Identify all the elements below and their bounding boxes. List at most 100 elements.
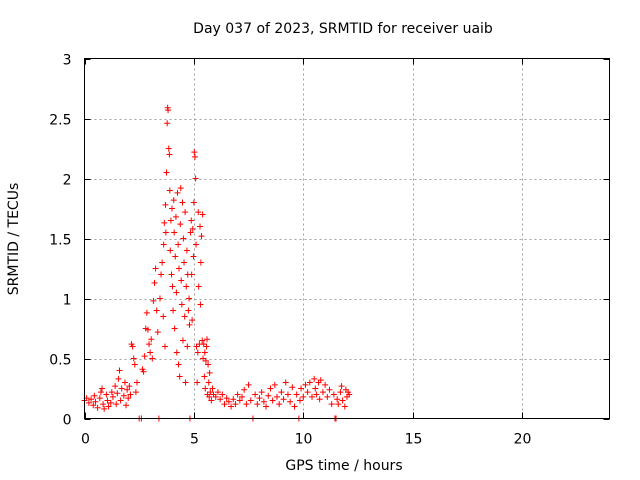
data-point: [181, 259, 188, 266]
data-point: [132, 389, 139, 396]
data-point: [153, 307, 160, 314]
data-point: [108, 389, 115, 396]
data-point: [125, 395, 132, 402]
data-point: [176, 373, 183, 380]
data-point: [149, 355, 156, 362]
data-point: [179, 337, 186, 344]
y-tick-label: 1: [63, 293, 72, 309]
data-point: [169, 205, 175, 212]
data-point: [158, 271, 165, 278]
data-point: [225, 398, 232, 405]
data-point: [232, 401, 239, 408]
data-point: [195, 209, 202, 216]
data-point: [141, 353, 148, 360]
x-tick-label: 0: [81, 432, 90, 448]
data-point: [92, 398, 99, 405]
data-point: [147, 349, 154, 356]
data-point: [258, 389, 265, 396]
data-point: [346, 391, 353, 398]
data-point: [166, 187, 173, 194]
data-point: [212, 393, 219, 400]
y-tick-labels: 0 0.5 1 1.5 2 2.5 3: [49, 53, 71, 429]
data-point: [160, 313, 167, 320]
data-point: [306, 379, 313, 386]
data-point: [94, 404, 101, 411]
data-point: [221, 401, 228, 408]
data-point: [97, 389, 104, 396]
data-point: [302, 381, 309, 388]
data-point: [335, 401, 342, 408]
data-point: [189, 225, 196, 232]
data-point: [289, 384, 296, 391]
data-point: [167, 217, 174, 224]
data-point: [171, 229, 178, 236]
data-point: [322, 381, 329, 388]
x-tick-label: 10: [295, 432, 313, 448]
data-point: [296, 397, 303, 404]
data-point: [197, 223, 203, 230]
data-point: [156, 295, 163, 302]
data-point: [123, 402, 130, 409]
data-point: [177, 221, 184, 228]
data-point: [169, 283, 176, 290]
data-point: [316, 396, 323, 403]
data-point: [284, 391, 291, 398]
data-point: [114, 390, 121, 397]
data-point: [170, 307, 177, 314]
data-point: [96, 395, 103, 402]
y-tick-label: 2.5: [49, 113, 71, 129]
data-point: [112, 383, 119, 390]
x-tick-label: 15: [405, 432, 423, 448]
data-point: [170, 197, 177, 204]
data-point: [243, 401, 250, 408]
data-point: [166, 151, 173, 158]
data-point: [179, 199, 186, 206]
data-point: [185, 307, 192, 314]
data-point: [173, 349, 180, 356]
x-tick-label: 5: [190, 432, 199, 448]
data-point: [206, 393, 213, 400]
data-point: [208, 397, 215, 404]
data-point: [236, 397, 243, 404]
data-point: [298, 385, 305, 392]
data-point: [167, 247, 174, 254]
data-point: [195, 283, 202, 290]
data-point: [192, 175, 199, 182]
x-tick-label: 20: [514, 432, 532, 448]
data-point: [199, 211, 206, 218]
data-point: [109, 393, 116, 400]
data-point: [101, 405, 108, 412]
data-point: [197, 301, 204, 308]
y-tick-label: 0.5: [49, 353, 71, 369]
data-point: [209, 385, 216, 392]
data-point: [140, 368, 147, 375]
data-point: [165, 107, 172, 114]
data-point: [175, 241, 182, 248]
data-point: [326, 386, 333, 393]
data-point: [188, 217, 195, 224]
y-axis-label: SRMTID / TECUs: [6, 183, 22, 296]
data-point: [85, 399, 92, 406]
data-point: [186, 321, 193, 328]
data-point: [151, 279, 158, 286]
data-point: [278, 389, 285, 396]
data-point: [172, 253, 179, 260]
data-point: [162, 229, 169, 236]
data-point: [202, 385, 209, 392]
data-point: [274, 393, 280, 400]
data-point: [163, 169, 170, 176]
data-point: [150, 297, 157, 304]
data-point: [269, 397, 276, 404]
data-point: [162, 343, 168, 350]
data-point: [178, 301, 185, 308]
data-point: [131, 361, 138, 368]
data-point: [219, 391, 226, 398]
y-tick-label: 0: [63, 413, 72, 429]
data-point: [280, 396, 287, 403]
y-tick-label: 3: [63, 53, 72, 69]
data-point: [203, 343, 210, 350]
data-point: [199, 337, 206, 344]
data-point: [189, 317, 196, 324]
data-point: [176, 265, 182, 272]
